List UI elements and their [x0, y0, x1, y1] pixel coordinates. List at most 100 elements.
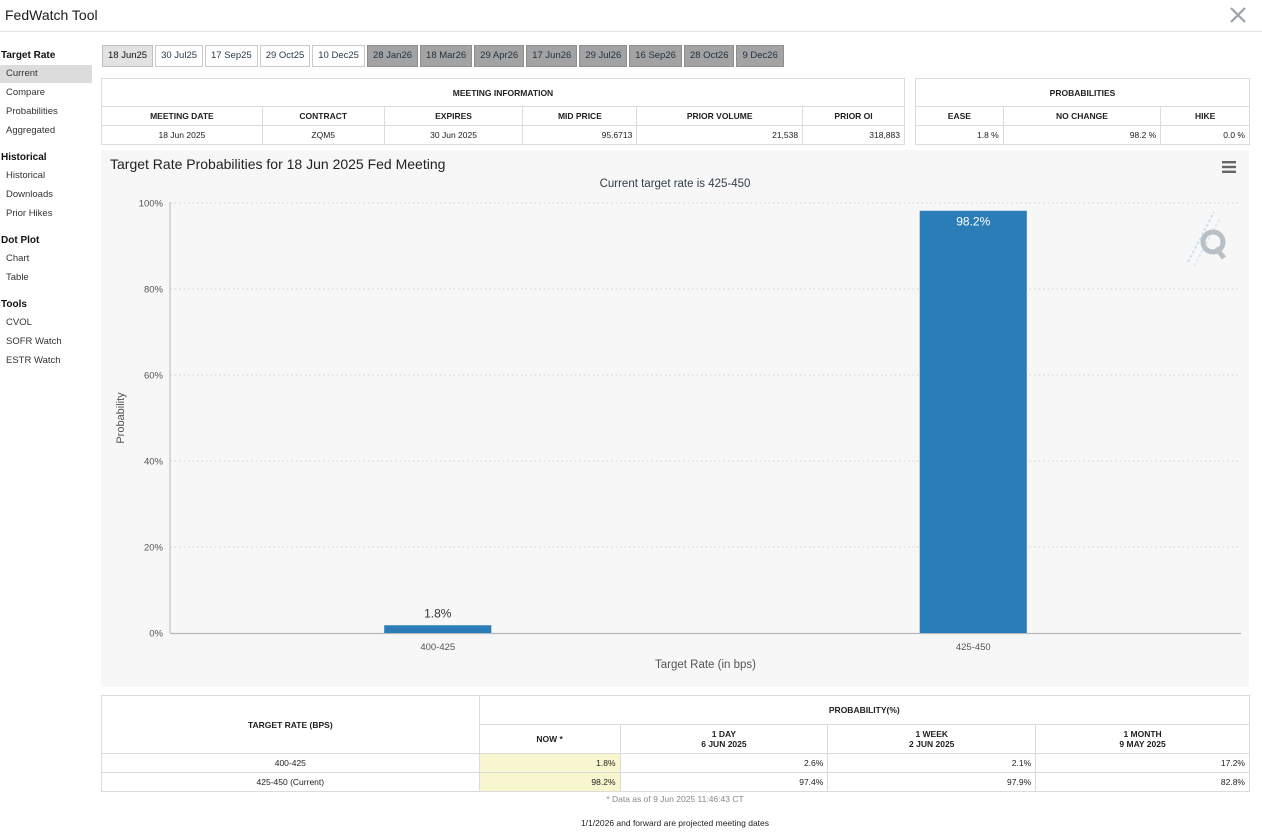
column-header-line: NOW * [536, 734, 563, 744]
tab-meeting-date[interactable]: 18 Jun25 [102, 45, 154, 67]
sidebar-item-compare[interactable]: Compare [6, 87, 46, 98]
sidebar-item-estr-watch[interactable]: ESTR Watch [6, 355, 61, 366]
y-tick-label: 0% [149, 629, 163, 640]
sidebar-item-table[interactable]: Table [6, 272, 29, 283]
meeting-information-table: MEETING INFORMATION MEETING DATE CONTRAC… [101, 78, 905, 145]
y-tick-label: 80% [144, 285, 164, 296]
sidebar-item-current[interactable]: Current [0, 65, 92, 83]
x-tick-label: 425-450 [956, 642, 991, 653]
gridlines [170, 202, 1241, 548]
target-rate-cell: 400-425 [101, 753, 480, 773]
tab-meeting-date[interactable]: 17 Sep25 [205, 45, 258, 67]
mid-price-value: 95.6713 [522, 125, 638, 145]
bar-425-450[interactable] [919, 210, 1027, 634]
hike-value: 0.0 % [1160, 125, 1250, 145]
prior-oi-value: 318,883 [802, 125, 905, 145]
q-logo-icon [1187, 211, 1226, 267]
sidebar-section-tools: Tools CVOL SOFR Watch ESTR Watch [0, 293, 92, 370]
bar-400-425[interactable] [384, 625, 492, 633]
sidebar-section-title: Dot Plot [1, 235, 40, 246]
column-header: MID PRICE [522, 106, 638, 126]
sidebar-section-title: Historical [1, 152, 47, 163]
column-header: HIKE [1160, 106, 1250, 126]
no-change-value: 98.2 % [1002, 125, 1162, 145]
x-axis-label: Target Rate (in bps) [655, 659, 756, 671]
tab-meeting-date[interactable]: 29 Oct25 [259, 45, 311, 67]
bars: 1.8% 98.2% [384, 210, 1027, 634]
prior-volume-value: 21,538 [636, 125, 804, 145]
column-header: CONTRACT [261, 106, 385, 126]
axes: 0% 20% 40% 60% 80% 100% 400-425 425-450 [139, 199, 1241, 653]
probabilities-table: PROBABILITIES EASE NO CHANGE HIKE 1.8 % … [915, 78, 1250, 145]
column-header: PRIOR VOLUME [636, 106, 804, 126]
meeting-date-value: 18 Jun 2025 [101, 125, 263, 145]
probability-now-cell: 1.8% [478, 753, 621, 773]
sidebar-item-sofr-watch[interactable]: SOFR Watch [6, 336, 62, 347]
sidebar-section-dot-plot: Dot Plot Chart Table [0, 229, 92, 287]
sidebar-item-downloads[interactable]: Downloads [6, 189, 53, 200]
probability-1-week-cell: 97.9% [827, 772, 1037, 792]
target-rate-cell: 425-450 (Current) [101, 772, 480, 792]
tab-meeting-date[interactable]: 30 Jul25 [155, 45, 204, 67]
column-header: EXPIRES [383, 106, 524, 126]
probability-now-cell: 98.2% [478, 772, 621, 792]
sidebar-item-probabilities[interactable]: Probabilities [6, 106, 58, 117]
tab-meeting-date[interactable]: 18 Mar26 [420, 45, 473, 67]
ease-value: 1.8 % [915, 125, 1004, 145]
tab-meeting-date[interactable]: 28 Jan26 [366, 45, 419, 67]
sidebar-item-historical[interactable]: Historical [6, 170, 46, 181]
column-header-date: 6 JUN 2025 [701, 739, 747, 749]
app-title: FedWatch Tool [5, 7, 98, 23]
x-tick-label: 400-425 [420, 642, 455, 653]
sidebar-item-cvol[interactable]: CVOL [6, 317, 32, 328]
close-icon[interactable] [1229, 6, 1247, 24]
bar-chart: 0% 20% 40% 60% 80% 100% 400-425 425-450 1.8% 98.… [115, 199, 1241, 671]
column-header-1-month: 1 MONTH 9 MAY 2025 [1035, 724, 1250, 754]
chart-panel: Target Rate Probabilities for 18 Jun 202… [101, 150, 1249, 687]
column-header-line: 1 WEEK [915, 729, 949, 739]
tab-meeting-date[interactable]: 28 Oct26 [683, 45, 735, 67]
tab-meeting-date[interactable]: 9 Dec26 [736, 45, 784, 67]
target-rate-header: TARGET RATE (BPS) [101, 695, 480, 754]
chart-subtitle: Current target rate is 425-450 [599, 178, 751, 190]
tab-meeting-date[interactable]: 16 Sep26 [629, 45, 682, 67]
probabilities-heading: PROBABILITIES [915, 78, 1250, 107]
column-header: PRIOR OI [802, 106, 905, 126]
sidebar-section-title: Tools [1, 299, 27, 310]
tab-meeting-date[interactable]: 29 Jul26 [579, 45, 628, 67]
column-header-1-week: 1 WEEK 2 JUN 2025 [827, 724, 1037, 754]
projected-dates-note: 1/1/2026 and forward are projected meeti… [580, 818, 770, 828]
tab-meeting-date[interactable]: 17 Jun26 [526, 45, 578, 67]
data-label: 98.2% [956, 215, 990, 229]
probability-1-month-cell: 82.8% [1035, 772, 1250, 792]
probability-1-week-cell: 2.1% [827, 753, 1037, 773]
sidebar-section-target-rate: Target Rate Current Compare Probabilitie… [0, 44, 92, 140]
title-bar: FedWatch Tool [0, 0, 1262, 32]
probability-1-day-cell: 97.4% [619, 772, 829, 792]
tab-meeting-date[interactable]: 29 Apr26 [474, 45, 525, 67]
table-row: 18 Jun 2025 ZQM5 30 Jun 2025 95.6713 21,… [101, 125, 905, 145]
sidebar-item-chart[interactable]: Chart [6, 253, 30, 264]
meeting-date-tabs: 18 Jun25 30 Jul25 17 Sep25 29 Oct25 10 D… [102, 45, 784, 69]
column-header-date: 2 JUN 2025 [909, 739, 955, 749]
y-axis-label: Probability [115, 392, 127, 444]
chart-title: Target Rate Probabilities for 18 Jun 202… [110, 156, 446, 172]
sidebar-section-historical: Historical Historical Downloads Prior Hi… [0, 146, 92, 223]
sidebar-item-aggregated[interactable]: Aggregated [6, 125, 56, 136]
column-header: MEETING DATE [101, 106, 263, 126]
column-header-1-day: 1 DAY 6 JUN 2025 [619, 724, 829, 754]
table-row: 400-425 1.8% 2.6% 2.1% 17.2% [101, 753, 1250, 773]
y-tick-label: 40% [144, 457, 164, 468]
column-header: NO CHANGE [1002, 106, 1162, 126]
contract-value: ZQM5 [261, 125, 385, 145]
probability-header: PROBABILITY(%) [478, 695, 1251, 725]
tab-meeting-date[interactable]: 10 Dec25 [312, 45, 365, 67]
hamburger-menu-icon[interactable] [1221, 160, 1237, 174]
column-header-date: 9 MAY 2025 [1119, 739, 1166, 749]
column-header: EASE [915, 106, 1004, 126]
table-row: 1.8 % 98.2 % 0.0 % [915, 125, 1250, 145]
sidebar-nav: Target Rate Current Compare Probabilitie… [0, 44, 92, 371]
y-tick-label: 60% [144, 371, 164, 382]
probability-1-day-cell: 2.6% [619, 753, 829, 773]
sidebar-item-prior-hikes[interactable]: Prior Hikes [6, 208, 53, 219]
